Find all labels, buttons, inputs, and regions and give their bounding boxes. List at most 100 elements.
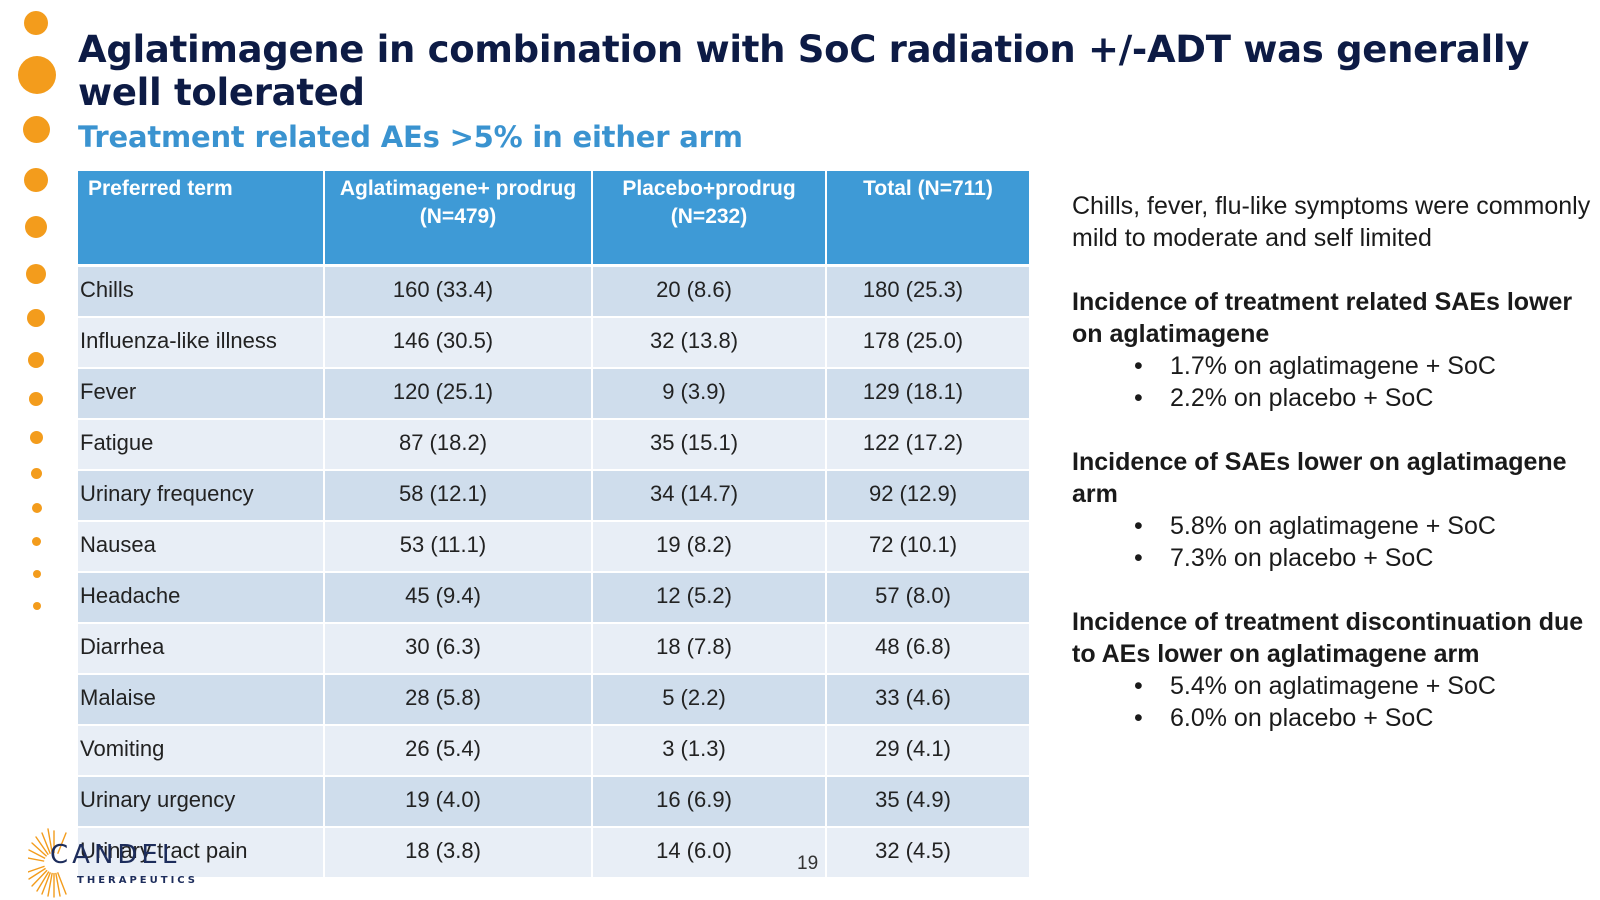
column-header: Aglatimagene+ prodrug (N=479) <box>324 171 593 267</box>
decorative-dot <box>18 56 56 94</box>
summary-bullet-list: • 5.8% on aglatimagene + SoC • 7.3% on pla… <box>1072 510 1592 574</box>
bullet-text: 1.7% on aglatimagene + SoC <box>1170 352 1496 380</box>
decorative-dot <box>23 116 50 143</box>
table-cell: 18 (7.8) <box>592 623 827 675</box>
decorative-dot <box>28 352 44 368</box>
bullet-text: 5.8% on aglatimagene + SoC <box>1170 512 1496 540</box>
column-header: Total (N=711) <box>826 171 1031 267</box>
page-number: 19 <box>797 853 819 874</box>
table-cell: 160 (33.4) <box>324 265 593 318</box>
table-row: Vomiting 26 (5.4) 3 (1.3) 29 (4.1) <box>78 725 1031 777</box>
table-row: Influenza-like illness 146 (30.5) 32 (13… <box>78 317 1031 369</box>
table-row: Urinary frequency 58 (12.1) 34 (14.7) 92… <box>78 470 1031 522</box>
table-cell: 14 (6.0) <box>592 827 827 879</box>
decorative-dot <box>30 431 43 444</box>
table-cell: 120 (25.1) <box>324 368 593 420</box>
bullet-text: 6.0% on placebo + SoC <box>1170 704 1434 732</box>
adverse-events-table: Preferred term Aglatimagene+ prodrug (N=… <box>78 171 1031 879</box>
bullet-icon: • <box>1134 544 1143 572</box>
decorative-dot <box>25 216 47 238</box>
table-cell-term: Urinary urgency <box>78 776 325 828</box>
table-cell: 26 (5.4) <box>324 725 593 777</box>
summary-panel: Chills, fever, flu-like symptoms were co… <box>1072 190 1592 766</box>
column-header: Preferred term <box>78 171 325 267</box>
decorative-dot <box>32 503 42 513</box>
table-cell: 32 (13.8) <box>592 317 827 369</box>
list-item: • 1.7% on aglatimagene + SoC <box>1072 350 1592 382</box>
table-row: Fatigue 87 (18.2) 35 (15.1) 122 (17.2) <box>78 419 1031 471</box>
table-cell: 129 (18.1) <box>826 368 1031 420</box>
summary-heading: Incidence of treatment related SAEs lowe… <box>1072 288 1573 348</box>
list-item: • 6.0% on placebo + SoC <box>1072 702 1592 734</box>
list-item: • 5.4% on aglatimagene + SoC <box>1072 670 1592 702</box>
table-cell: 20 (8.6) <box>592 265 827 318</box>
table-cell: 9 (3.9) <box>592 368 827 420</box>
table-cell: 18 (3.8) <box>324 827 593 879</box>
table-row: Fever 120 (25.1) 9 (3.9) 129 (18.1) <box>78 368 1031 420</box>
table-cell: 16 (6.9) <box>592 776 827 828</box>
list-item: • 7.3% on placebo + SoC <box>1072 542 1592 574</box>
list-item: • 2.2% on placebo + SoC <box>1072 382 1592 414</box>
table-cell: 29 (4.1) <box>826 725 1031 777</box>
bullet-icon: • <box>1134 352 1143 380</box>
table-cell: 32 (4.5) <box>826 827 1031 879</box>
slide-subtitle: Treatment related AEs >5% in either arm <box>78 120 743 154</box>
decorative-dot <box>31 468 42 479</box>
slide-title: Aglatimagene in combination with SoC rad… <box>78 28 1530 114</box>
sunburst-icon <box>28 828 67 898</box>
bullet-icon: • <box>1134 672 1143 700</box>
table-cell: 180 (25.3) <box>826 265 1031 318</box>
decorative-dot <box>32 537 41 546</box>
table-row: Headache 45 (9.4) 12 (5.2) 57 (8.0) <box>78 572 1031 624</box>
column-header: Placebo+prodrug (N=232) <box>592 171 827 267</box>
table-cell: 45 (9.4) <box>324 572 593 624</box>
table-cell: 87 (18.2) <box>324 419 593 471</box>
table-cell: 19 (4.0) <box>324 776 593 828</box>
table-cell-term: Diarrhea <box>78 623 325 675</box>
table-cell: 33 (4.6) <box>826 674 1031 726</box>
table-cell-term: Malaise <box>78 674 325 726</box>
table-row: Diarrhea 30 (6.3) 18 (7.8) 48 (6.8) <box>78 623 1031 675</box>
table-row: Urinary tract pain 18 (3.8) 14 (6.0) 32 … <box>78 827 1031 879</box>
summary-bullet-list: • 5.4% on aglatimagene + SoC • 6.0% on pla… <box>1072 670 1592 734</box>
table-cell-term: Urinary tract pain <box>78 827 325 879</box>
decorative-dot <box>24 11 48 35</box>
table-cell: 3 (1.3) <box>592 725 827 777</box>
table-cell-term: Urinary frequency <box>78 470 325 522</box>
table-cell: 34 (14.7) <box>592 470 827 522</box>
table-cell: 92 (12.9) <box>826 470 1031 522</box>
table-cell: 30 (6.3) <box>324 623 593 675</box>
table-cell-term: Influenza-like illness <box>78 317 325 369</box>
table-cell: 146 (30.5) <box>324 317 593 369</box>
table-cell: 28 (5.8) <box>324 674 593 726</box>
table-cell: 72 (10.1) <box>826 521 1031 573</box>
table-cell-term: Chills <box>78 265 325 318</box>
decorative-dot <box>29 392 43 406</box>
decorative-dot <box>33 602 41 610</box>
table-row: Nausea 53 (11.1) 19 (8.2) 72 (10.1) <box>78 521 1031 573</box>
decorative-dot <box>27 309 45 327</box>
table-row: Urinary urgency 19 (4.0) 16 (6.9) 35 (4.… <box>78 776 1031 828</box>
bullet-icon: • <box>1134 704 1143 732</box>
table-cell-term: Fever <box>78 368 325 420</box>
logo-wordmark: CANDEL <box>50 840 181 870</box>
table-cell: 122 (17.2) <box>826 419 1031 471</box>
table-cell: 178 (25.0) <box>826 317 1031 369</box>
table-header-row: Preferred term Aglatimagene+ prodrug (N=… <box>78 171 1031 267</box>
decorative-dot <box>26 264 46 284</box>
summary-heading: Incidence of treatment discontinuation d… <box>1072 608 1584 668</box>
table-cell: 5 (2.2) <box>592 674 827 726</box>
table-cell: 53 (11.1) <box>324 521 593 573</box>
table-cell-term: Headache <box>78 572 325 624</box>
summary-intro: Chills, fever, flu-like symptoms were co… <box>1072 192 1591 252</box>
table-cell: 57 (8.0) <box>826 572 1031 624</box>
table-cell: 19 (8.2) <box>592 521 827 573</box>
table-cell: 35 (15.1) <box>592 419 827 471</box>
bullet-icon: • <box>1134 384 1143 412</box>
table-cell: 48 (6.8) <box>826 623 1031 675</box>
table-row: Malaise 28 (5.8) 5 (2.2) 33 (4.6) <box>78 674 1031 726</box>
table-cell: 58 (12.1) <box>324 470 593 522</box>
bullet-icon: • <box>1134 512 1143 540</box>
decorative-dot <box>24 168 48 192</box>
table-cell: 35 (4.9) <box>826 776 1031 828</box>
